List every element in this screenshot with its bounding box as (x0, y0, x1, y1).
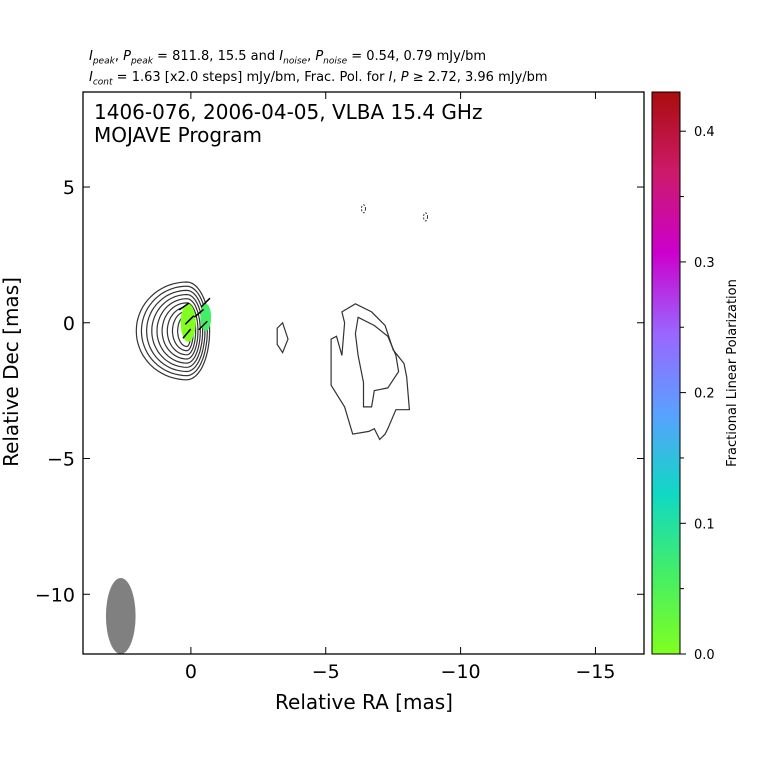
annotation-subtitle: MOJAVE Program (94, 123, 262, 147)
y-tick-label: −10 (35, 584, 75, 606)
y-tick-label: 0 (63, 313, 75, 335)
plot-frame (82, 91, 645, 655)
contour-info: = 1.63 [x2.0 steps] mJy/bm, Frac. Pol. f… (116, 70, 385, 85)
knot-contour (276, 321, 289, 354)
core-contour (140, 285, 208, 377)
negative-contour (361, 204, 366, 214)
evpa-tick (200, 297, 211, 308)
frac-pol-thresholds: 2.72, 3.96 mJy/bm (427, 70, 548, 85)
colorbar-tick-label: 0.0 (694, 648, 715, 663)
y-tick-label: −5 (47, 449, 75, 471)
evpa-tick (198, 320, 208, 331)
colorbar-bar (651, 91, 681, 655)
polarization-patch (180, 303, 196, 342)
noise-values: 0.54, 0.79 mJy/bm (366, 49, 487, 64)
evpa-tick (184, 315, 195, 325)
axes: 0 −5 −10 −15 5 0 −5 −10 (35, 92, 644, 683)
peak-values: 811.8, 15.5 (172, 49, 247, 64)
evpa-tick (178, 302, 190, 311)
core-contour (151, 293, 204, 368)
evpa-tick (182, 328, 192, 339)
x-tick-label: −5 (312, 661, 340, 683)
colorbar-label: Fractional Linear Polarization (725, 279, 740, 467)
jet-region-contour (330, 303, 411, 441)
beam-ellipse (105, 577, 136, 654)
annotation-title: 1406-076, 2006-04-05, VLBA 15.4 GHz (94, 100, 482, 124)
core-contour (156, 298, 201, 364)
y-axis-label: Relative Dec [mas] (0, 277, 23, 467)
colorbar-tick-label: 0.4 (694, 125, 715, 140)
x-tick-label: 0 (185, 661, 197, 683)
x-axis-label: Relative RA [mas] (275, 690, 453, 714)
x-tick-label: −15 (575, 661, 615, 683)
core-contour (135, 281, 211, 381)
colorbar-tick-label: 0.2 (694, 387, 715, 402)
header-line-2: Icont = 1.63 [x2.0 steps] mJy/bm, Frac. … (89, 70, 548, 88)
inner-region-contour (354, 316, 400, 408)
evpa-tick (193, 308, 205, 318)
negative-contour (423, 212, 429, 222)
x-tick-label: −10 (441, 661, 481, 683)
y-tick-label: 5 (63, 177, 75, 199)
header-line-1: Ipeak, Ppeak = 811.8, 15.5 and Inoise, P… (89, 49, 487, 67)
core-contour (145, 289, 206, 373)
colorbar: 0.0 0.1 0.2 0.3 0.4 (651, 91, 715, 663)
colorbar-tick-label: 0.1 (694, 517, 715, 532)
colorbar-tick-label: 0.3 (694, 256, 715, 271)
core-contour (161, 302, 199, 360)
plot-content (105, 204, 429, 654)
